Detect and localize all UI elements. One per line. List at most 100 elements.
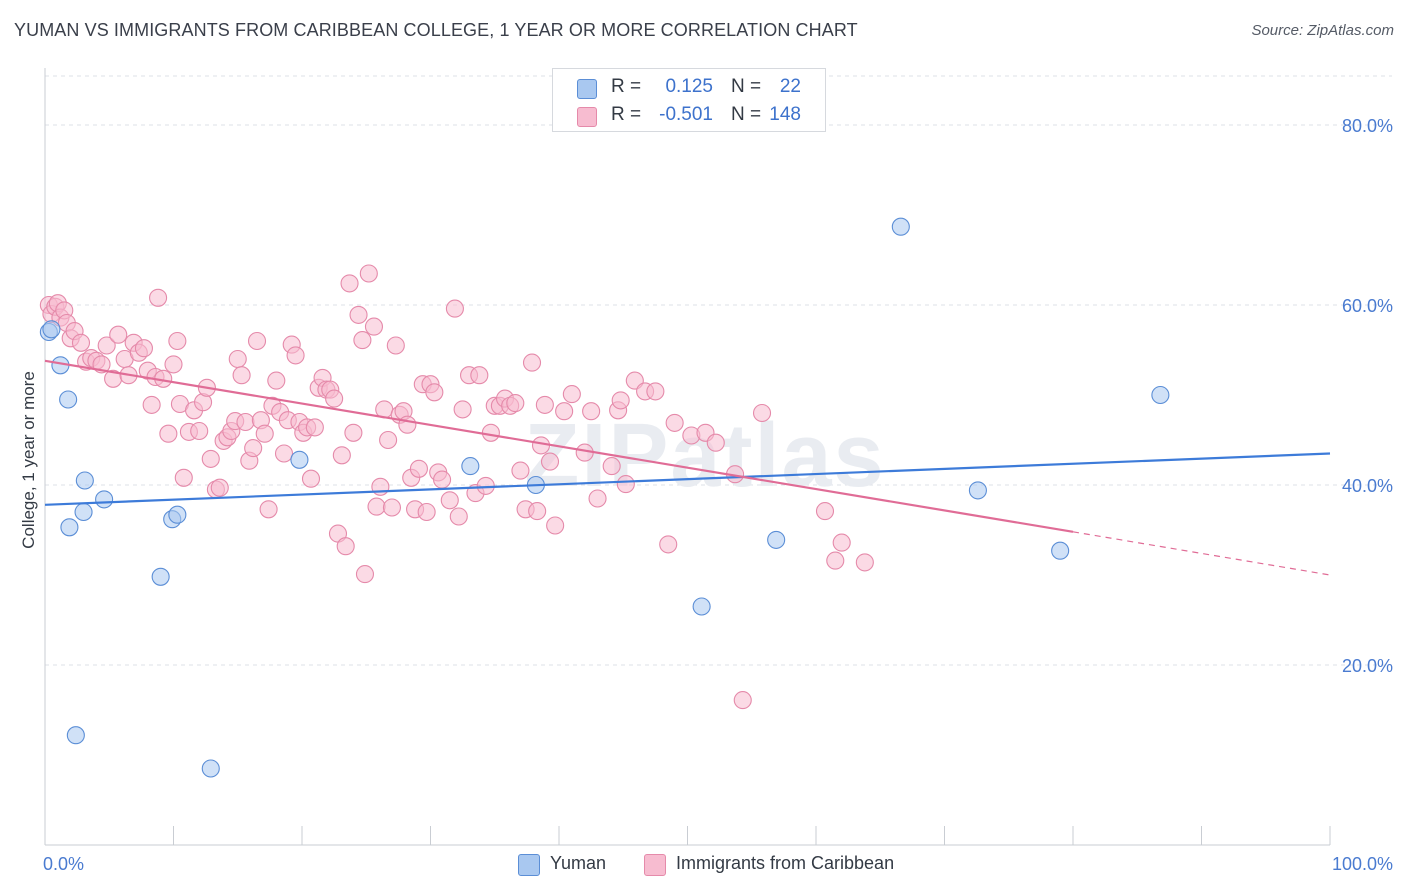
data-point (968, 481, 987, 500)
data-point (461, 457, 480, 476)
data-point (232, 366, 251, 385)
trend-lines (44, 359, 1331, 576)
data-point (159, 424, 178, 443)
data-point (511, 461, 530, 480)
data-point (340, 274, 359, 293)
data-point (349, 305, 368, 324)
y-tick-label: 40.0% (1342, 476, 1393, 496)
data-point (382, 498, 402, 517)
data-point (344, 423, 363, 442)
trend-line-extension (1072, 531, 1331, 576)
legend-row-yuman: R = 0.125 N = 22 (553, 73, 825, 101)
data-point (506, 394, 525, 413)
data-point (134, 339, 153, 358)
data-point (244, 439, 263, 458)
data-point (692, 597, 711, 616)
y-tick-label: 60.0% (1342, 296, 1393, 316)
data-point (359, 264, 378, 283)
data-point (433, 470, 452, 489)
data-point (449, 507, 468, 526)
data-point (646, 382, 665, 401)
data-point (305, 418, 324, 437)
data-point (149, 288, 168, 307)
data-point (75, 471, 94, 490)
data-point (325, 389, 344, 408)
legend-r-value: -0.501 (659, 104, 713, 125)
data-point (336, 537, 355, 556)
data-point (1151, 385, 1170, 405)
chart-source: Source: ZipAtlas.com (1251, 22, 1394, 39)
data-point (353, 331, 372, 350)
data-point (659, 535, 678, 554)
data-point (528, 502, 547, 521)
data-point (66, 726, 85, 745)
stats-legend: R = 0.125 N = 22 R = -0.501 N = 148 (552, 68, 826, 132)
data-point (332, 446, 351, 465)
data-point (60, 518, 79, 537)
data-point (190, 421, 209, 441)
data-points (39, 217, 1170, 778)
trend-line (44, 452, 1331, 506)
data-point (371, 477, 390, 496)
data-point (42, 320, 61, 339)
data-point (95, 490, 114, 509)
data-point (665, 413, 684, 432)
axes (44, 68, 1331, 846)
data-point (425, 383, 444, 402)
data-point (247, 331, 267, 351)
data-point (210, 478, 229, 497)
legend-r-value: 0.125 (665, 76, 713, 97)
legend-n-label: N = (731, 104, 762, 125)
data-point (255, 424, 274, 443)
data-point (274, 444, 294, 463)
y-tick-labels: 20.0% 40.0% 60.0% 80.0% (1342, 116, 1393, 676)
data-point (398, 415, 417, 434)
data-point (168, 505, 187, 524)
data-point (379, 430, 398, 450)
data-point (855, 553, 874, 572)
legend-n-label: N = (731, 76, 762, 97)
data-point (611, 391, 630, 410)
y-tick-label: 20.0% (1342, 656, 1393, 676)
legend-n-value: 22 (779, 76, 801, 97)
data-point (815, 502, 835, 521)
data-point (602, 457, 621, 476)
data-point (417, 502, 436, 522)
data-point (470, 366, 489, 385)
data-point (546, 516, 565, 535)
data-point (201, 449, 220, 468)
data-point (59, 390, 78, 409)
data-point (481, 423, 500, 442)
data-point (409, 459, 428, 478)
data-point (752, 403, 772, 423)
bottom-legend-swatch-caribbean (644, 854, 666, 876)
data-point (236, 412, 255, 432)
data-point (555, 402, 574, 421)
y-axis-label: College, 1 year or more (19, 371, 38, 549)
data-point (109, 325, 128, 344)
data-point (267, 371, 286, 390)
data-point (142, 395, 161, 414)
data-point (71, 333, 91, 352)
data-point (151, 567, 170, 586)
x-tick-label: 100.0% (1332, 854, 1393, 874)
data-point (1051, 541, 1070, 560)
data-point (891, 217, 910, 236)
data-point (174, 468, 193, 487)
data-point (453, 400, 472, 419)
x-tick-label: 0.0% (43, 854, 84, 874)
chart-title: YUMAN VS IMMIGRANTS FROM CARIBBEAN COLLE… (14, 20, 858, 40)
data-point (582, 402, 601, 421)
data-point (201, 759, 220, 778)
legend-swatch-caribbean (577, 107, 597, 127)
data-point (168, 331, 187, 351)
legend-row-caribbean: R = -0.501 N = 148 (553, 101, 825, 129)
data-point (301, 469, 321, 488)
data-point (616, 475, 635, 494)
data-point (733, 691, 752, 710)
data-point (97, 336, 116, 355)
data-point (445, 299, 464, 318)
data-point (355, 565, 375, 584)
legend-swatch-yuman (577, 79, 597, 99)
